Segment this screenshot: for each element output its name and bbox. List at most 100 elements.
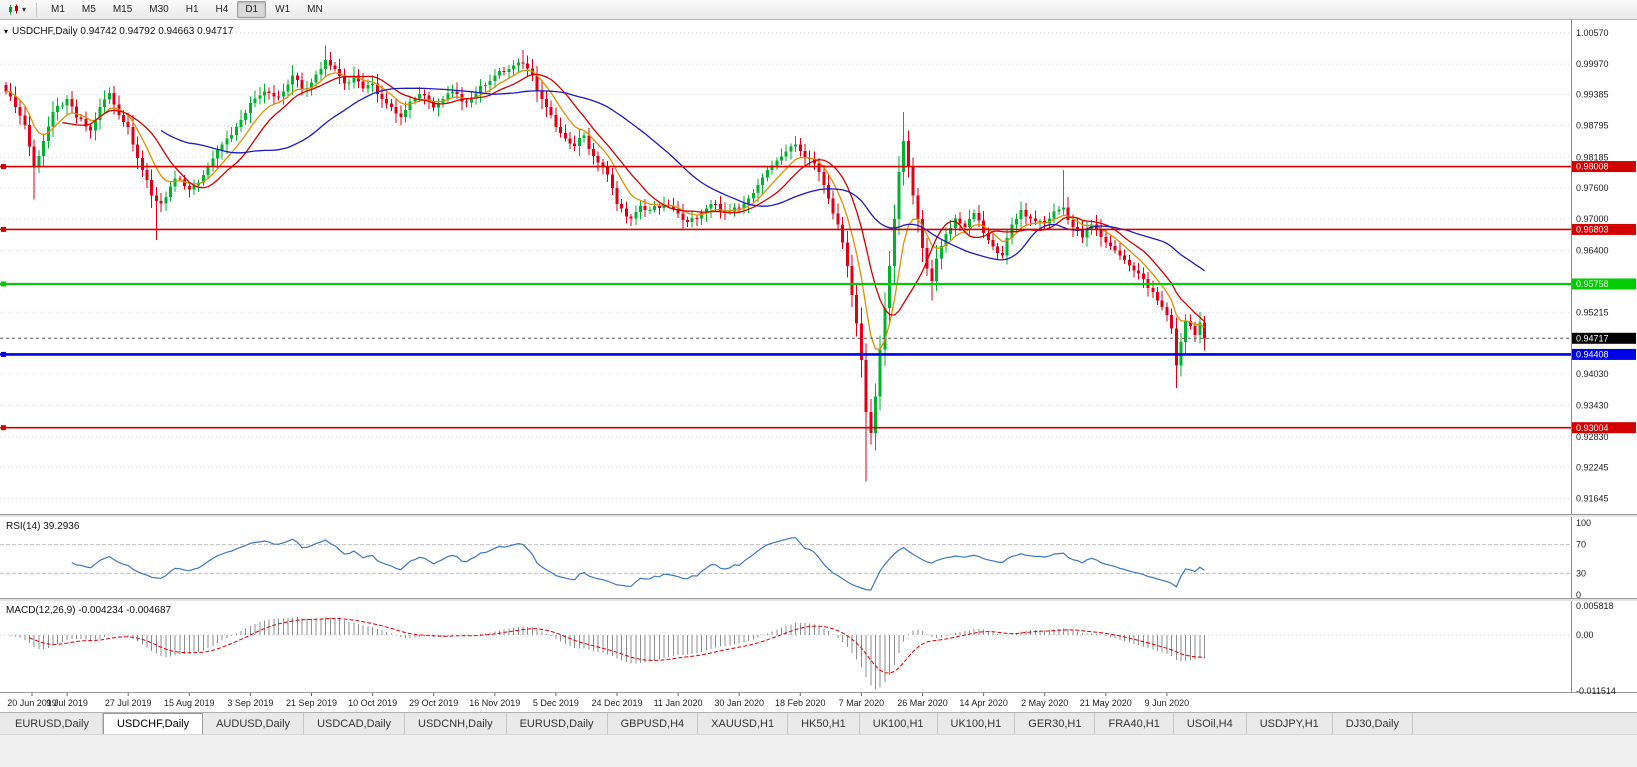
tab-usoil-h4[interactable]: USOil,H4: [1174, 713, 1247, 734]
date-tick-label: 10 Oct 2019: [348, 698, 397, 708]
date-tick-label: 16 Nov 2019: [469, 698, 520, 708]
tab-dj30-daily[interactable]: DJ30,Daily: [1333, 713, 1413, 734]
tab-fra40-h1[interactable]: FRA40,H1: [1095, 713, 1174, 734]
price-line-label: 0.94408: [1576, 350, 1609, 360]
rsi-tick-label: 30: [1576, 568, 1586, 578]
timeframe-button-m1[interactable]: M1: [51, 4, 65, 15]
date-tick-label: 21 Sep 2019: [286, 698, 337, 708]
price-line-label-box: [1572, 422, 1636, 434]
hline-handle[interactable]: [1, 425, 6, 431]
price-tick-label: 0.98795: [1576, 120, 1609, 130]
price-axis[interactable]: 1.00570 0.99970 0.99385 0.98795 0.98185 0.976…: [1571, 20, 1637, 692]
hline-handle[interactable]: [1, 226, 6, 232]
date-tick-label: 21 May 2020: [1080, 698, 1132, 708]
tab-gbpusd-h4[interactable]: GBPUSD,H4: [608, 713, 699, 734]
price-tick-label: 0.92830: [1576, 432, 1609, 442]
horizontal-lines: [0, 164, 1571, 431]
rsi-pane: 100 70 30 0: [0, 518, 1591, 600]
macd-histogram: [10, 617, 1205, 689]
ma-lines: [5, 69, 1205, 350]
tab-uk100-h1[interactable]: UK100,H1: [860, 713, 938, 734]
candles-layer: [4, 45, 1206, 482]
timeframe-button-h1[interactable]: H1: [185, 4, 199, 15]
price-line-label: 0.98008: [1576, 162, 1609, 172]
date-tick-label: 15 Aug 2019: [164, 698, 215, 708]
chevron-down-icon: ▾: [22, 4, 27, 14]
price-line-label-box: [1572, 348, 1636, 360]
timeframe-button-m30[interactable]: M30: [149, 4, 169, 15]
date-tick-label: 11 Jan 2020: [654, 698, 703, 708]
price-tick-label: 0.91645: [1576, 494, 1609, 504]
price-tick-label: 0.92245: [1576, 462, 1609, 472]
chart-type-icon[interactable]: ▾: [4, 2, 30, 18]
tab-eurusd-daily[interactable]: EURUSD,Daily: [2, 713, 103, 734]
macd-tick-label: 0.005818: [1576, 601, 1614, 611]
timeframe-button-d1[interactable]: D1: [237, 1, 267, 18]
tab-hk50-h1[interactable]: HK50,H1: [788, 713, 860, 734]
price-tick-label: 0.98185: [1576, 152, 1609, 162]
price-line-label: 0.93004: [1576, 423, 1609, 433]
rsi-tick-label: 70: [1576, 540, 1586, 550]
timeframe-button-m15[interactable]: M15: [112, 4, 133, 15]
timeframe-button-m5[interactable]: M5: [81, 4, 96, 15]
timeframe-button-w1[interactable]: W1: [275, 4, 291, 15]
date-tick-label: 14 Apr 2020: [959, 698, 1008, 708]
toolbar: ▾ M1 M5 M15 M30 H1 H4 D1 W1 MN: [0, 0, 1637, 20]
price-tick-label: 0.97000: [1576, 214, 1609, 224]
macd-tick-label: 0.00: [1576, 630, 1594, 640]
status-area: [0, 734, 1637, 767]
tab-usdjpy-h1[interactable]: USDJPY,H1: [1247, 713, 1333, 734]
price-tick-label: 1.00570: [1576, 28, 1609, 38]
macd-tick-label: -0.011514: [1576, 686, 1616, 696]
macd-signal-line: [29, 617, 1205, 674]
price-line-label-box: [1572, 161, 1636, 173]
date-tick-label: 24 Dec 2019: [591, 698, 642, 708]
date-tick-label: 9 Jun 2020: [1145, 698, 1190, 708]
macd-pane: 0.005818 0.00 -0.011514: [0, 601, 1616, 696]
chart-region: 1.00570 0.99970 0.99385 0.98795 0.98185 0.976…: [0, 20, 1637, 712]
timeframe-button-mn[interactable]: MN: [307, 4, 323, 15]
price-line-label-box: [1572, 278, 1636, 290]
tab-xauusd-h1[interactable]: XAUUSD,H1: [698, 713, 789, 734]
hline-handle[interactable]: [1, 281, 6, 287]
rsi-tick-label: 0: [1576, 590, 1581, 600]
date-tick-label: 27 Jul 2019: [105, 698, 152, 708]
date-tick-label: 18 Feb 2020: [775, 698, 826, 708]
price-tick-label: 0.99970: [1576, 59, 1609, 69]
hline-handle[interactable]: [1, 164, 6, 170]
candlestick-glyph: [9, 4, 18, 14]
price-grid: [0, 32, 1571, 500]
date-tick-label: 20 Jun 2019: [7, 698, 57, 708]
date-tick-label: 7 Mar 2020: [839, 698, 885, 708]
hline-handle[interactable]: [1, 351, 6, 357]
chart-tabbar: EURUSD,Daily USDCHF,Daily AUDUSD,Daily USDC…: [0, 712, 1637, 734]
price-line-label: 0.96803: [1576, 225, 1609, 235]
tab-uk100-h1[interactable]: UK100,H1: [938, 713, 1016, 734]
timeframe-button-h4[interactable]: H4: [215, 4, 229, 15]
tab-eurusd-daily[interactable]: EURUSD,Daily: [507, 713, 608, 734]
date-tick-label: 9 Jul 2019: [46, 698, 88, 708]
tab-audusd-daily[interactable]: AUDUSD,Daily: [203, 713, 305, 734]
date-tick-label: 2 May 2020: [1021, 698, 1068, 708]
price-tick-label: 0.95215: [1576, 307, 1609, 317]
price-tick-label: 0.93430: [1576, 400, 1609, 410]
date-tick-label: 29 Oct 2019: [409, 698, 458, 708]
date-tick-label: 26 Mar 2020: [897, 698, 948, 708]
chart-canvas[interactable]: 1.00570 0.99970 0.99385 0.98795 0.98185 0.976…: [0, 20, 1637, 712]
tab-usdchf-daily[interactable]: USDCHF,Daily: [102, 713, 204, 734]
price-line-label: 0.94717: [1576, 333, 1609, 343]
price-tick-label: 0.94030: [1576, 369, 1609, 379]
tab-usdcad-daily[interactable]: USDCAD,Daily: [304, 713, 406, 734]
ma-line-34: [160, 87, 1205, 272]
price-line-label-box: [1572, 332, 1636, 344]
ma-line-13: [62, 73, 1205, 323]
toolbar-separator: [36, 2, 38, 17]
date-tick-label: 30 Jan 2020: [714, 698, 764, 708]
tab-ger30-h1[interactable]: GER30,H1: [1015, 713, 1096, 734]
price-line-label-box: [1572, 223, 1636, 235]
tab-usdcnh-daily[interactable]: USDCNH,Daily: [405, 713, 507, 734]
price-line-label: 0.95758: [1576, 279, 1609, 289]
price-tick-label: 0.99385: [1576, 90, 1609, 100]
